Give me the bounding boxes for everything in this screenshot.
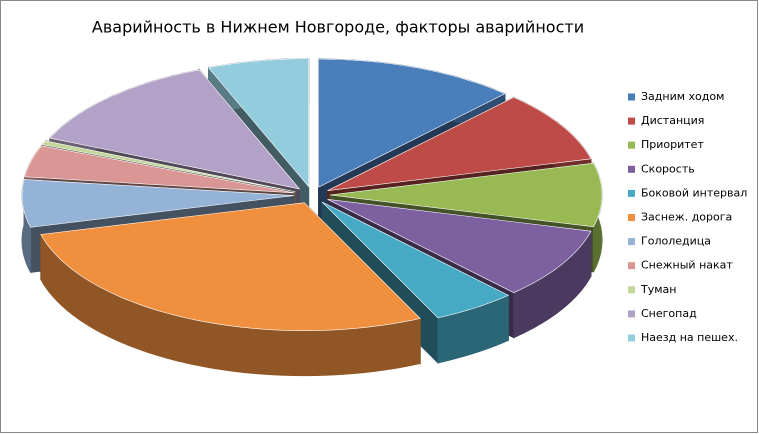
pie-slice [49,69,301,190]
legend-label: Заснеж. дорога [641,211,732,224]
legend-swatch [628,262,635,270]
pie-slice [321,201,510,319]
pie-tops [21,58,603,331]
pie-slice [24,145,295,194]
legend-swatch [628,165,635,173]
pie-slice [207,58,309,188]
legend-label: Гололедица [641,235,711,248]
legend-label: Снежный накат [641,259,733,272]
legend-label: Задним ходом [641,90,724,103]
legend-label: Снегопад [641,307,697,320]
legend-label: Скорость [641,162,695,175]
legend-swatch [628,238,635,246]
legend-label: Туман [640,283,676,296]
legend-label: Боковой интервал [641,186,747,199]
legend-swatch [628,214,635,221]
pie-slice [21,179,295,228]
legend-swatch [628,334,635,342]
legend-label: Дистанция [641,114,704,127]
pie-slice [41,140,296,193]
legend-label: Приоритет [641,138,704,151]
legend-swatch [628,286,635,294]
legend-swatch [628,93,635,101]
pie-slice [318,58,506,188]
legend-label: Наезд на пешех. [641,331,738,344]
chart-title: Аварийность в Нижнем Новгороде, факторы … [92,18,584,37]
legend: Задним ходом Дистанция Приоритет Скорость Бо… [628,90,747,344]
pie-slice [329,162,603,228]
pie-slice [327,199,592,293]
legend-swatch [628,189,635,197]
pie-slice [40,202,421,331]
pie-slice [327,97,592,191]
legend-swatch [628,117,635,125]
legend-swatch [628,310,635,318]
legend-swatch [628,141,635,149]
